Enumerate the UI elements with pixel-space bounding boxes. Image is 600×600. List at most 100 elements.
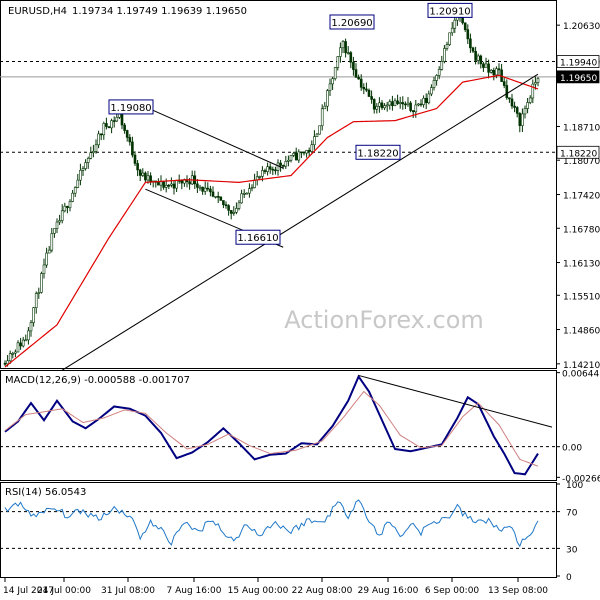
- price-axis: 1.206301.199501.187101.180701.174201.167…: [556, 22, 600, 371]
- candle-body: [198, 186, 202, 189]
- candle-body: [141, 172, 145, 176]
- candle-body: [162, 181, 165, 188]
- candle-body: [346, 52, 350, 54]
- candle-body: [73, 187, 77, 194]
- candle-body: [443, 48, 446, 62]
- candle-body: [188, 181, 191, 185]
- price-pane-frame: [0, 0, 557, 369]
- candle-body: [352, 61, 355, 70]
- candle-body: [411, 110, 415, 113]
- candle-body: [206, 187, 210, 190]
- price-tick-label: 1.17420: [563, 191, 600, 201]
- candle-body: [216, 195, 220, 198]
- candle-body: [19, 342, 22, 347]
- candle-body: [437, 69, 441, 76]
- rsi-tick-label: 70: [566, 509, 578, 519]
- candle-body: [203, 187, 207, 192]
- rsi-series: [0, 499, 556, 549]
- candle-body: [401, 102, 405, 105]
- candle-body: [396, 100, 399, 104]
- watermark: ActionForex.com: [284, 306, 484, 334]
- candle-body: [417, 103, 420, 106]
- candle-body: [120, 113, 124, 126]
- price-tick-label: 1.16780: [563, 225, 600, 235]
- candle-body: [450, 27, 454, 34]
- candle-body: [359, 78, 363, 88]
- candle-body: [461, 17, 464, 24]
- level-price-tag: [556, 55, 600, 68]
- time-tick-label: 22 Aug 08:00: [292, 586, 353, 596]
- candle-body: [219, 196, 223, 201]
- candle-body: [505, 85, 509, 99]
- rsi-pane: RSI(14) 56.0543 100 70 30 0: [0, 481, 583, 583]
- candle-body: [99, 133, 103, 136]
- candle-body: [414, 104, 418, 113]
- time-tick-label: 14 Jul 2017: [3, 586, 54, 596]
- candle-body: [302, 151, 306, 154]
- candle-body: [118, 113, 121, 118]
- candle-body: [528, 97, 532, 103]
- macd-tick-label: 0.00: [562, 444, 582, 454]
- trendline-0: [61, 73, 539, 371]
- candle-body: [128, 137, 132, 143]
- candle-body: [32, 307, 35, 323]
- candle-body: [424, 97, 428, 104]
- candle-body: [406, 102, 410, 106]
- candle-body: [237, 202, 241, 209]
- candle-body: [27, 330, 30, 341]
- candle-body: [245, 192, 249, 195]
- candle-body: [435, 75, 438, 81]
- candle-body: [328, 83, 332, 91]
- macd-trendline: [358, 374, 553, 428]
- price-tick-label: 1.16130: [563, 260, 600, 270]
- candle-body: [21, 339, 25, 347]
- candle-body: [63, 205, 67, 212]
- price-tick-label: 1.20630: [563, 22, 600, 32]
- candle-body: [196, 183, 199, 188]
- candle-body: [479, 55, 483, 65]
- candle-body: [268, 166, 272, 170]
- rsi-tick-label: 100: [566, 481, 583, 491]
- candle-body: [274, 169, 277, 172]
- candle-body: [297, 151, 301, 161]
- candle-body: [94, 144, 98, 152]
- candle-body: [76, 179, 80, 188]
- candle-body: [89, 152, 93, 159]
- price-series: 1.19080 1.20690 1.20910 1.18220 1.16610: [0, 2, 556, 371]
- candle-body: [34, 293, 38, 309]
- candle-body: [138, 169, 142, 176]
- candle-body: [354, 69, 358, 78]
- candle-body: [482, 63, 485, 68]
- candle-body: [427, 93, 431, 104]
- candle-body: [380, 102, 384, 109]
- peak-label: 1.18220: [357, 148, 398, 159]
- current-price-tag: [556, 70, 600, 84]
- candle-body: [47, 249, 51, 254]
- macd-title: MACD(12,26,9) -0.000588 -0.001707: [5, 375, 190, 386]
- candle-body: [170, 183, 173, 186]
- candle-body: [333, 67, 337, 79]
- candle-body: [289, 155, 293, 161]
- rsi-tick-label: 30: [566, 545, 578, 555]
- price-tick-label: 1.18070: [563, 157, 600, 167]
- candle-body: [463, 22, 467, 30]
- candle-body: [58, 220, 61, 223]
- candle-body: [305, 150, 308, 154]
- candle-body: [97, 133, 100, 146]
- candle-body: [326, 90, 329, 107]
- candle-body: [50, 233, 54, 251]
- candle-body: [86, 158, 90, 163]
- peak-label-box: [355, 144, 401, 160]
- candle-body: [14, 351, 17, 354]
- peak-label-box: [235, 229, 281, 245]
- candle-body: [79, 170, 82, 181]
- candle-body: [476, 55, 480, 61]
- candle-body: [271, 168, 275, 171]
- candle-body: [523, 108, 527, 115]
- candle-body: [357, 76, 360, 80]
- candle-body: [133, 154, 137, 164]
- candle-body: [159, 181, 163, 186]
- candle-body: [422, 97, 425, 105]
- candle-body: [453, 19, 457, 29]
- candle-body: [263, 170, 267, 172]
